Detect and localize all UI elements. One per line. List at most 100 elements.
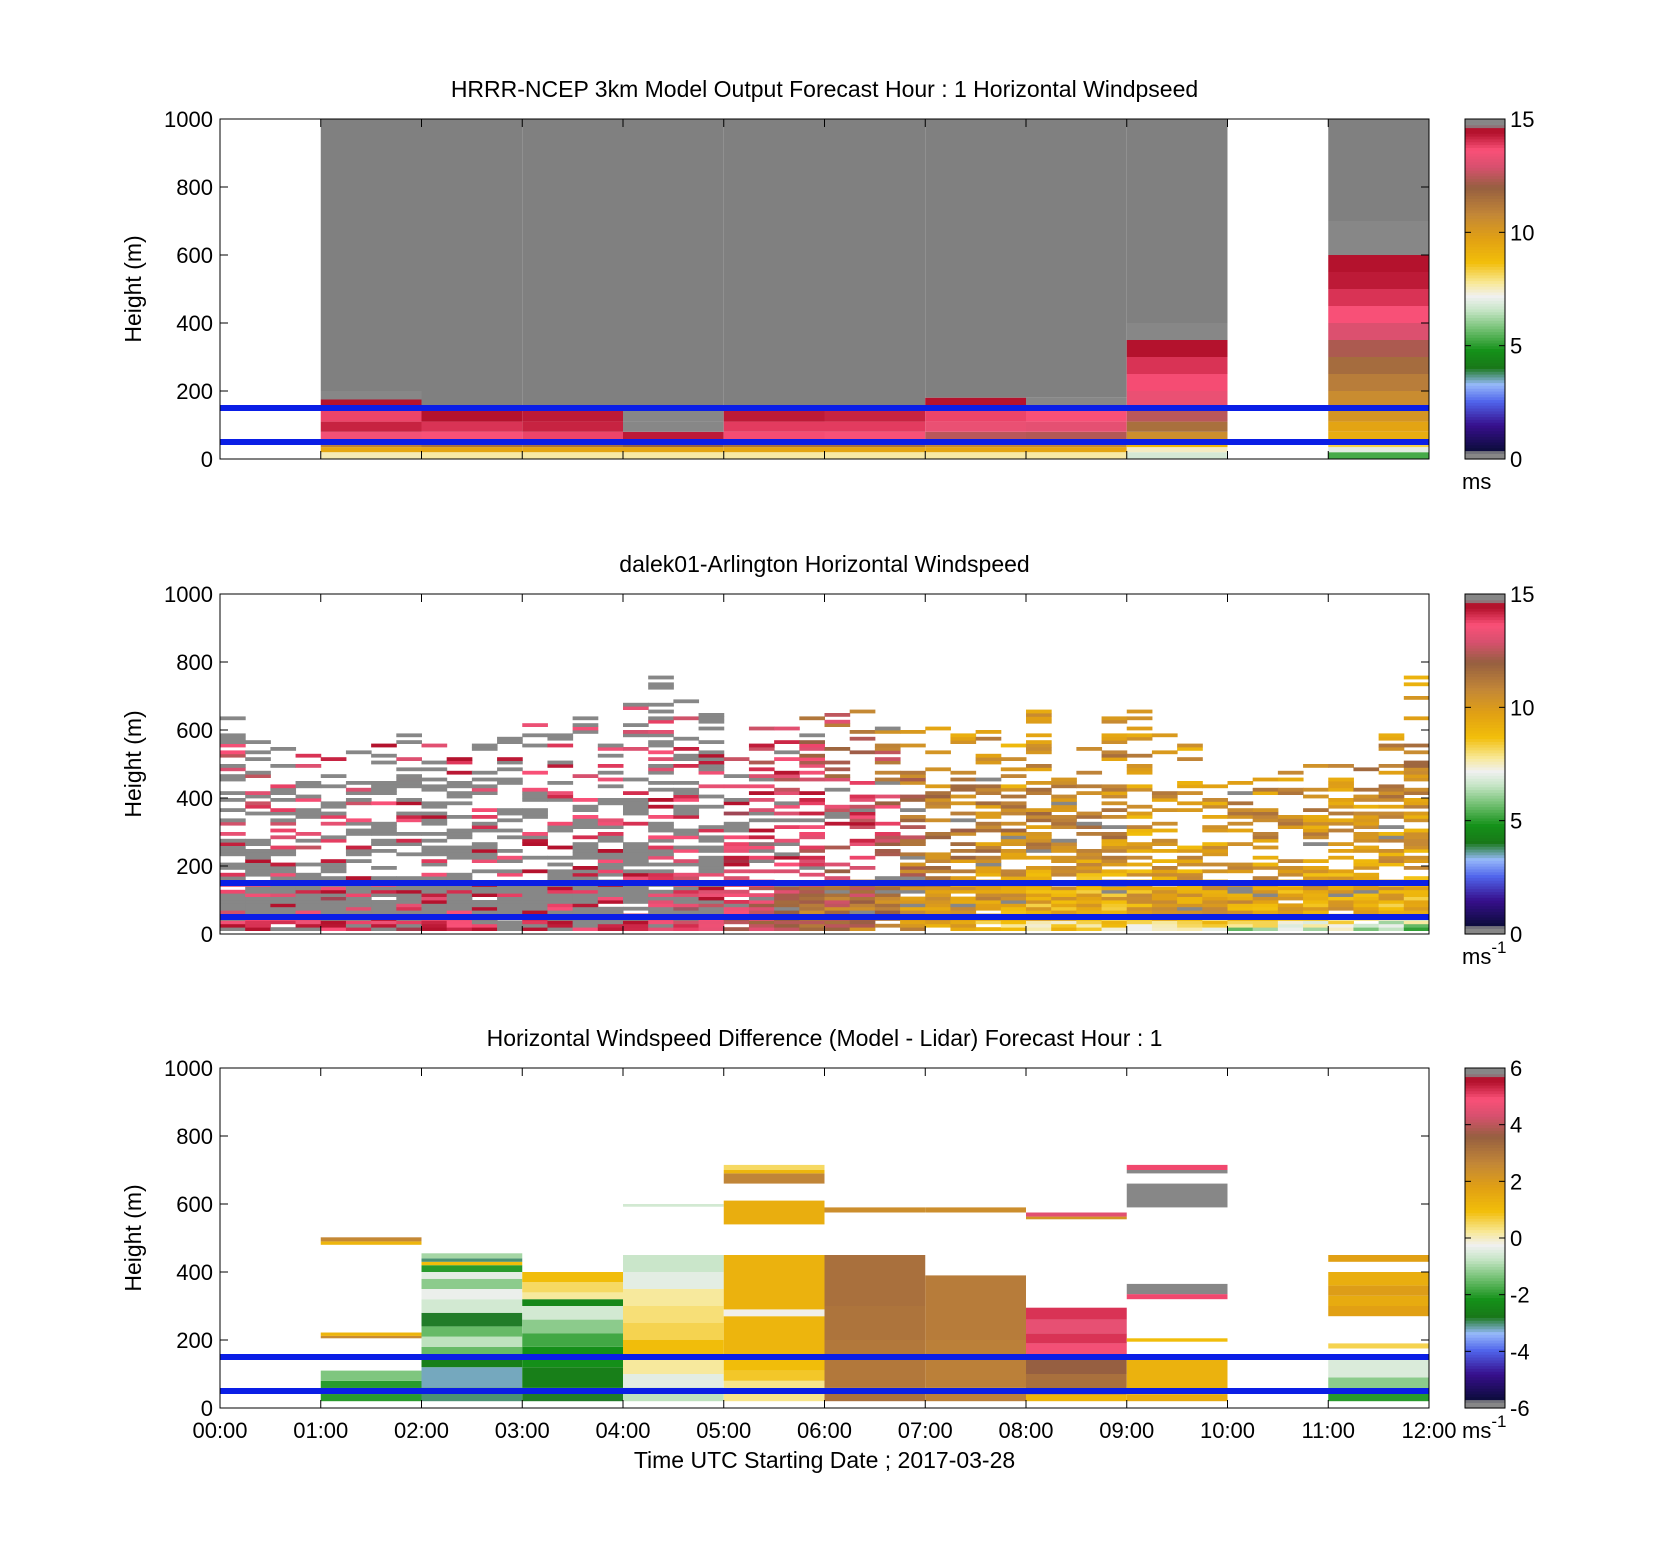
colorbar-segment — [1465, 1206, 1505, 1211]
heatmap-cell — [623, 923, 649, 928]
colorbar-segment — [1465, 724, 1505, 728]
heatmap-cell — [497, 927, 523, 931]
heatmap-cell — [925, 452, 1026, 459]
colorbar-segment — [1465, 707, 1505, 711]
heatmap-cell — [648, 889, 674, 894]
heatmap-cell — [1378, 804, 1405, 809]
heatmap-cell — [900, 855, 926, 860]
heatmap-cell — [723, 828, 750, 833]
heatmap-cell — [345, 818, 372, 823]
heatmap-cell — [1026, 447, 1127, 453]
heatmap-cell — [1076, 852, 1103, 857]
heatmap-cell — [1252, 900, 1279, 904]
heatmap-cell — [320, 903, 347, 908]
heatmap-cell — [623, 876, 649, 880]
colorbar-segment — [1465, 1175, 1505, 1180]
heatmap-cell — [1026, 1343, 1127, 1357]
heatmap-cell — [1151, 876, 1178, 880]
heatmap-cell — [975, 859, 1002, 863]
heatmap-cell — [1202, 862, 1228, 867]
heatmap-cell — [1328, 849, 1354, 853]
heatmap-cell — [1227, 866, 1254, 870]
heatmap-cell — [1378, 849, 1405, 853]
colorbar-segment — [1465, 274, 1505, 279]
heatmap-cell — [371, 923, 397, 928]
heatmap-cell — [1177, 869, 1203, 874]
heatmap-cell — [270, 910, 297, 914]
colorbar-unit: ms-1 — [1462, 938, 1506, 969]
colorbar-segment — [1465, 1311, 1505, 1316]
heatmap-cell — [925, 906, 951, 911]
heatmap-cell — [1353, 876, 1380, 880]
heatmap-cell — [421, 845, 448, 850]
heatmap-cell — [245, 838, 271, 843]
heatmap-cell — [1227, 906, 1254, 911]
heatmap-cell — [572, 889, 599, 894]
colorbar-segment — [1465, 323, 1505, 327]
heatmap-cell — [220, 740, 246, 744]
heatmap-cell — [446, 900, 473, 904]
heatmap-cell — [421, 832, 448, 836]
heatmap-cell — [572, 927, 599, 931]
heatmap-cell — [1303, 920, 1329, 925]
heatmap-cell — [1101, 859, 1128, 863]
heatmap-cell — [371, 927, 397, 931]
heatmap-cell — [1126, 709, 1153, 714]
heatmap-cell — [975, 889, 1002, 894]
heatmap-cell — [320, 784, 347, 789]
heatmap-cell — [1177, 900, 1203, 904]
heatmap-cell — [849, 889, 876, 894]
colorbar-segment — [1465, 1382, 1505, 1386]
heatmap-cell — [648, 743, 674, 748]
heatmap-cell — [1151, 886, 1178, 891]
heatmap-cell — [1026, 900, 1052, 904]
heatmap-cell — [497, 811, 523, 816]
heatmap-cell — [572, 723, 599, 727]
heatmap-cell — [1328, 391, 1429, 408]
heatmap-cell — [925, 920, 951, 925]
heatmap-cell — [522, 808, 548, 812]
colorbar-segment — [1465, 917, 1505, 921]
heatmap-cell — [1126, 811, 1153, 816]
colorbar-segment — [1465, 908, 1505, 912]
heatmap-cell — [1026, 893, 1052, 897]
colorbar-segment — [1465, 1396, 1505, 1401]
heatmap-cell — [1126, 862, 1153, 867]
heatmap-cell — [522, 723, 548, 727]
heatmap-cell — [320, 900, 347, 904]
heatmap-cell — [497, 903, 523, 908]
heatmap-cell — [522, 869, 548, 874]
heatmap-cell — [1353, 906, 1380, 911]
heatmap-cell — [471, 889, 498, 894]
colorbar-segment — [1465, 1068, 1505, 1072]
heatmap-cell — [421, 923, 448, 928]
colorbar-segment — [1465, 184, 1505, 188]
heatmap-cell — [421, 893, 448, 897]
heatmap-cell — [1177, 889, 1203, 894]
heatmap-cell — [1303, 910, 1329, 914]
colorbar-tick-label: 2 — [1510, 1169, 1522, 1194]
heatmap-cell — [975, 869, 1002, 874]
colorbar-segment — [1465, 141, 1505, 146]
heatmap-cell — [824, 862, 851, 867]
heatmap-cell — [446, 757, 473, 761]
heatmap-cell — [975, 855, 1002, 860]
colorbar-segment — [1465, 911, 1505, 915]
heatmap-cell — [1252, 791, 1279, 795]
heatmap-cell — [748, 906, 775, 911]
colorbar-segment — [1465, 619, 1505, 623]
colorbar-segment — [1465, 1124, 1505, 1129]
heatmap-cell — [1076, 876, 1103, 880]
heatmap-cell — [270, 876, 297, 880]
heatmap-cell — [900, 743, 926, 748]
heatmap-cell — [1328, 272, 1429, 289]
colorbar-segment — [1465, 599, 1505, 604]
heatmap-cell — [900, 842, 926, 846]
heatmap-cell — [396, 886, 422, 891]
heatmap-cell — [497, 736, 523, 741]
colorbar-unit: ms-1 — [1462, 1412, 1506, 1443]
heatmap-cell — [799, 893, 825, 897]
heatmap-cell — [245, 859, 271, 863]
heatmap-cell — [320, 1370, 422, 1381]
